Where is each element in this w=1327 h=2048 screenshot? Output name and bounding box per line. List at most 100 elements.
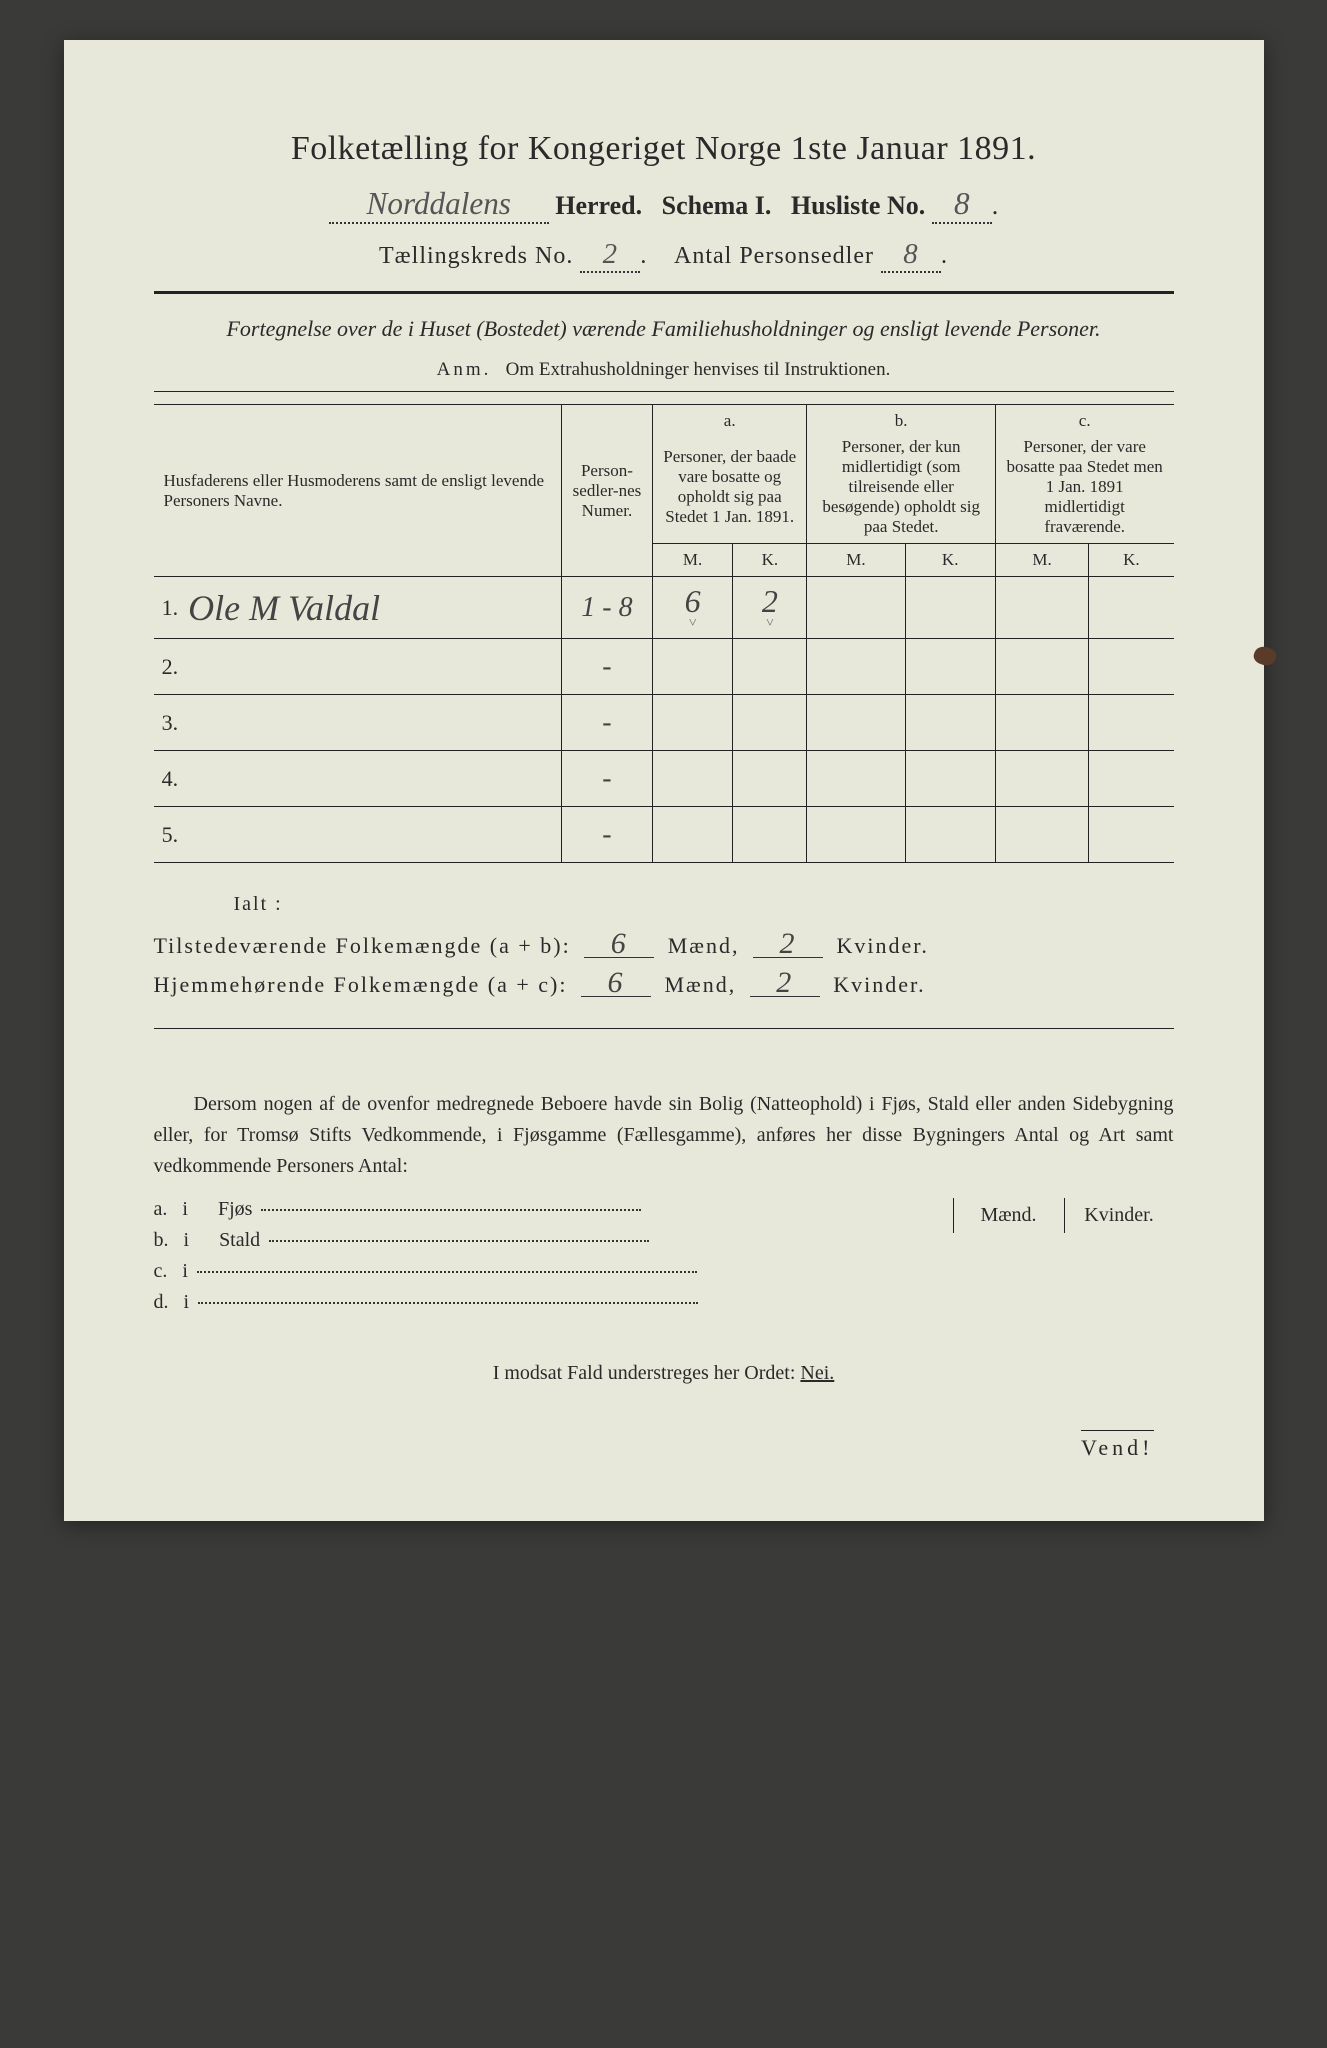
c-k-val [1089, 639, 1174, 695]
a-m-val: 6˅ [652, 577, 732, 639]
c-m-val [995, 695, 1088, 751]
sb-b-label: Stald [219, 1229, 260, 1251]
b-m-val [807, 639, 905, 695]
col-num-header: Person-sedler-nes Numer. [561, 405, 652, 577]
dots-b [265, 1229, 649, 1251]
sidebygning-para: Dersom nogen af de ovenfor medregnede Be… [154, 1089, 1174, 1182]
name-cell [184, 695, 561, 751]
totals-row-1: Tilstedeværende Folkemængde (a + b): 6 M… [154, 930, 1174, 959]
b-m-val [807, 807, 905, 863]
row2-label: Hjemmehørende Folkemængde (a + c): [154, 972, 568, 997]
personsedler-num: - [561, 695, 652, 751]
row-number: 2. [154, 639, 185, 695]
dots-a [257, 1198, 641, 1220]
rule-2 [154, 391, 1174, 392]
row-number: 5. [154, 807, 185, 863]
table-row: 3. - [154, 695, 1174, 751]
vend-text: Vend! [1081, 1430, 1154, 1460]
row1-label: Tilstedeværende Folkemængde (a + b): [154, 933, 571, 958]
b-k-val [905, 639, 995, 695]
ink-spot [1251, 644, 1278, 668]
a-m-val [652, 751, 732, 807]
b-m-val [807, 751, 905, 807]
col-c-header: Personer, der vare bosatte paa Stedet me… [995, 431, 1173, 544]
vend: Vend! [154, 1435, 1174, 1461]
antal-label: Antal Personsedler [674, 243, 874, 269]
b-k-val [905, 577, 995, 639]
nei-text: I modsat Fald understreges her Ordet: [493, 1362, 796, 1384]
sb-i-a: i [182, 1198, 188, 1220]
b-k: K. [905, 544, 995, 577]
sb-a-label: Fjøs [218, 1198, 252, 1220]
main-table: Husfaderens eller Husmoderens samt de en… [154, 404, 1174, 863]
kvinder-1: Kvinder. [836, 933, 928, 958]
col-a-header: Personer, der baade vare bosatte og opho… [652, 431, 807, 544]
a-m: M. [652, 544, 732, 577]
b-k-val [905, 751, 995, 807]
personsedler-num: - [561, 639, 652, 695]
col-a-tag: a. [652, 405, 807, 432]
col-name-header: Husfaderens eller Husmoderens samt de en… [154, 405, 562, 577]
row-number: 4. [154, 751, 185, 807]
husliste-no: 8 [932, 186, 992, 224]
schema-label: Schema I. [662, 191, 772, 220]
header-line-2: Norddalens Herred. Schema I. Husliste No… [154, 186, 1174, 224]
anm-line: Anm. Om Extrahusholdninger henvises til … [154, 359, 1174, 381]
name-cell [184, 807, 561, 863]
ialt-label: Ialt : [234, 893, 1174, 916]
herred-handwritten: Norddalens [329, 186, 549, 224]
c-k-val [1089, 751, 1174, 807]
nei-line: I modsat Fald understreges her Ordet: Ne… [154, 1362, 1174, 1385]
a-m-val [652, 695, 732, 751]
a-k-val: 2˅ [733, 577, 807, 639]
herred-label: Herred. [555, 191, 642, 220]
b-k-val [905, 695, 995, 751]
c-k-val [1089, 807, 1174, 863]
anm-label: Anm. [437, 359, 492, 380]
sb-b: b. [154, 1229, 169, 1251]
anm-text: Om Extrahusholdninger henvises til Instr… [506, 359, 891, 380]
c-m: M. [995, 544, 1088, 577]
a-k: K. [733, 544, 807, 577]
c-k-val [1089, 577, 1174, 639]
name-cell [184, 751, 561, 807]
row1-m: 6 [584, 930, 654, 958]
header-line-3: Tællingskreds No. 2. Antal Personsedler … [154, 238, 1174, 273]
totals-block: Ialt : Tilstedeværende Folkemængde (a + … [154, 893, 1174, 998]
census-form-page: Folketælling for Kongeriget Norge 1ste J… [64, 40, 1264, 1521]
personsedler-num: 1 - 8 [561, 577, 652, 639]
sidebygning-block: a. i Fjøs b. i Stald c. i d. i [154, 1198, 1174, 1322]
table-row: 2. - [154, 639, 1174, 695]
sb-row-a: a. i Fjøs [154, 1198, 953, 1221]
c-k-val [1089, 695, 1174, 751]
b-m-val [807, 695, 905, 751]
rule-3 [154, 1028, 1174, 1029]
dots-d [194, 1291, 698, 1313]
row1-k: 2 [753, 930, 823, 958]
c-k: K. [1089, 544, 1174, 577]
a-k-val [733, 751, 807, 807]
sb-right: Mænd. Kvinder. [953, 1198, 1174, 1233]
sb-row-b: b. i Stald [154, 1229, 953, 1252]
sb-d: d. [154, 1291, 169, 1313]
a-k-val [733, 695, 807, 751]
b-m: M. [807, 544, 905, 577]
sb-left: a. i Fjøs b. i Stald c. i d. i [154, 1198, 953, 1322]
sb-maend: Mænd. [954, 1198, 1064, 1233]
a-m-val [652, 807, 732, 863]
col-b-header: Personer, der kun midlertidigt (som tilr… [807, 431, 995, 544]
row2-k: 2 [750, 969, 820, 997]
totals-row-2: Hjemmehørende Folkemængde (a + c): 6 Mæn… [154, 969, 1174, 998]
sb-i-b: i [184, 1229, 190, 1251]
row-number: 1. [154, 577, 185, 639]
sb-i-d: i [184, 1291, 190, 1313]
kvinder-2: Kvinder. [833, 972, 925, 997]
a-k-val [733, 807, 807, 863]
row-number: 3. [154, 695, 185, 751]
dots-c [193, 1260, 697, 1282]
kreds-label: Tællingskreds No. [379, 243, 573, 269]
sb-i-c: i [182, 1260, 188, 1282]
b-k-val [905, 807, 995, 863]
sb-row-c: c. i [154, 1260, 953, 1283]
sb-kvinder: Kvinder. [1064, 1198, 1174, 1233]
